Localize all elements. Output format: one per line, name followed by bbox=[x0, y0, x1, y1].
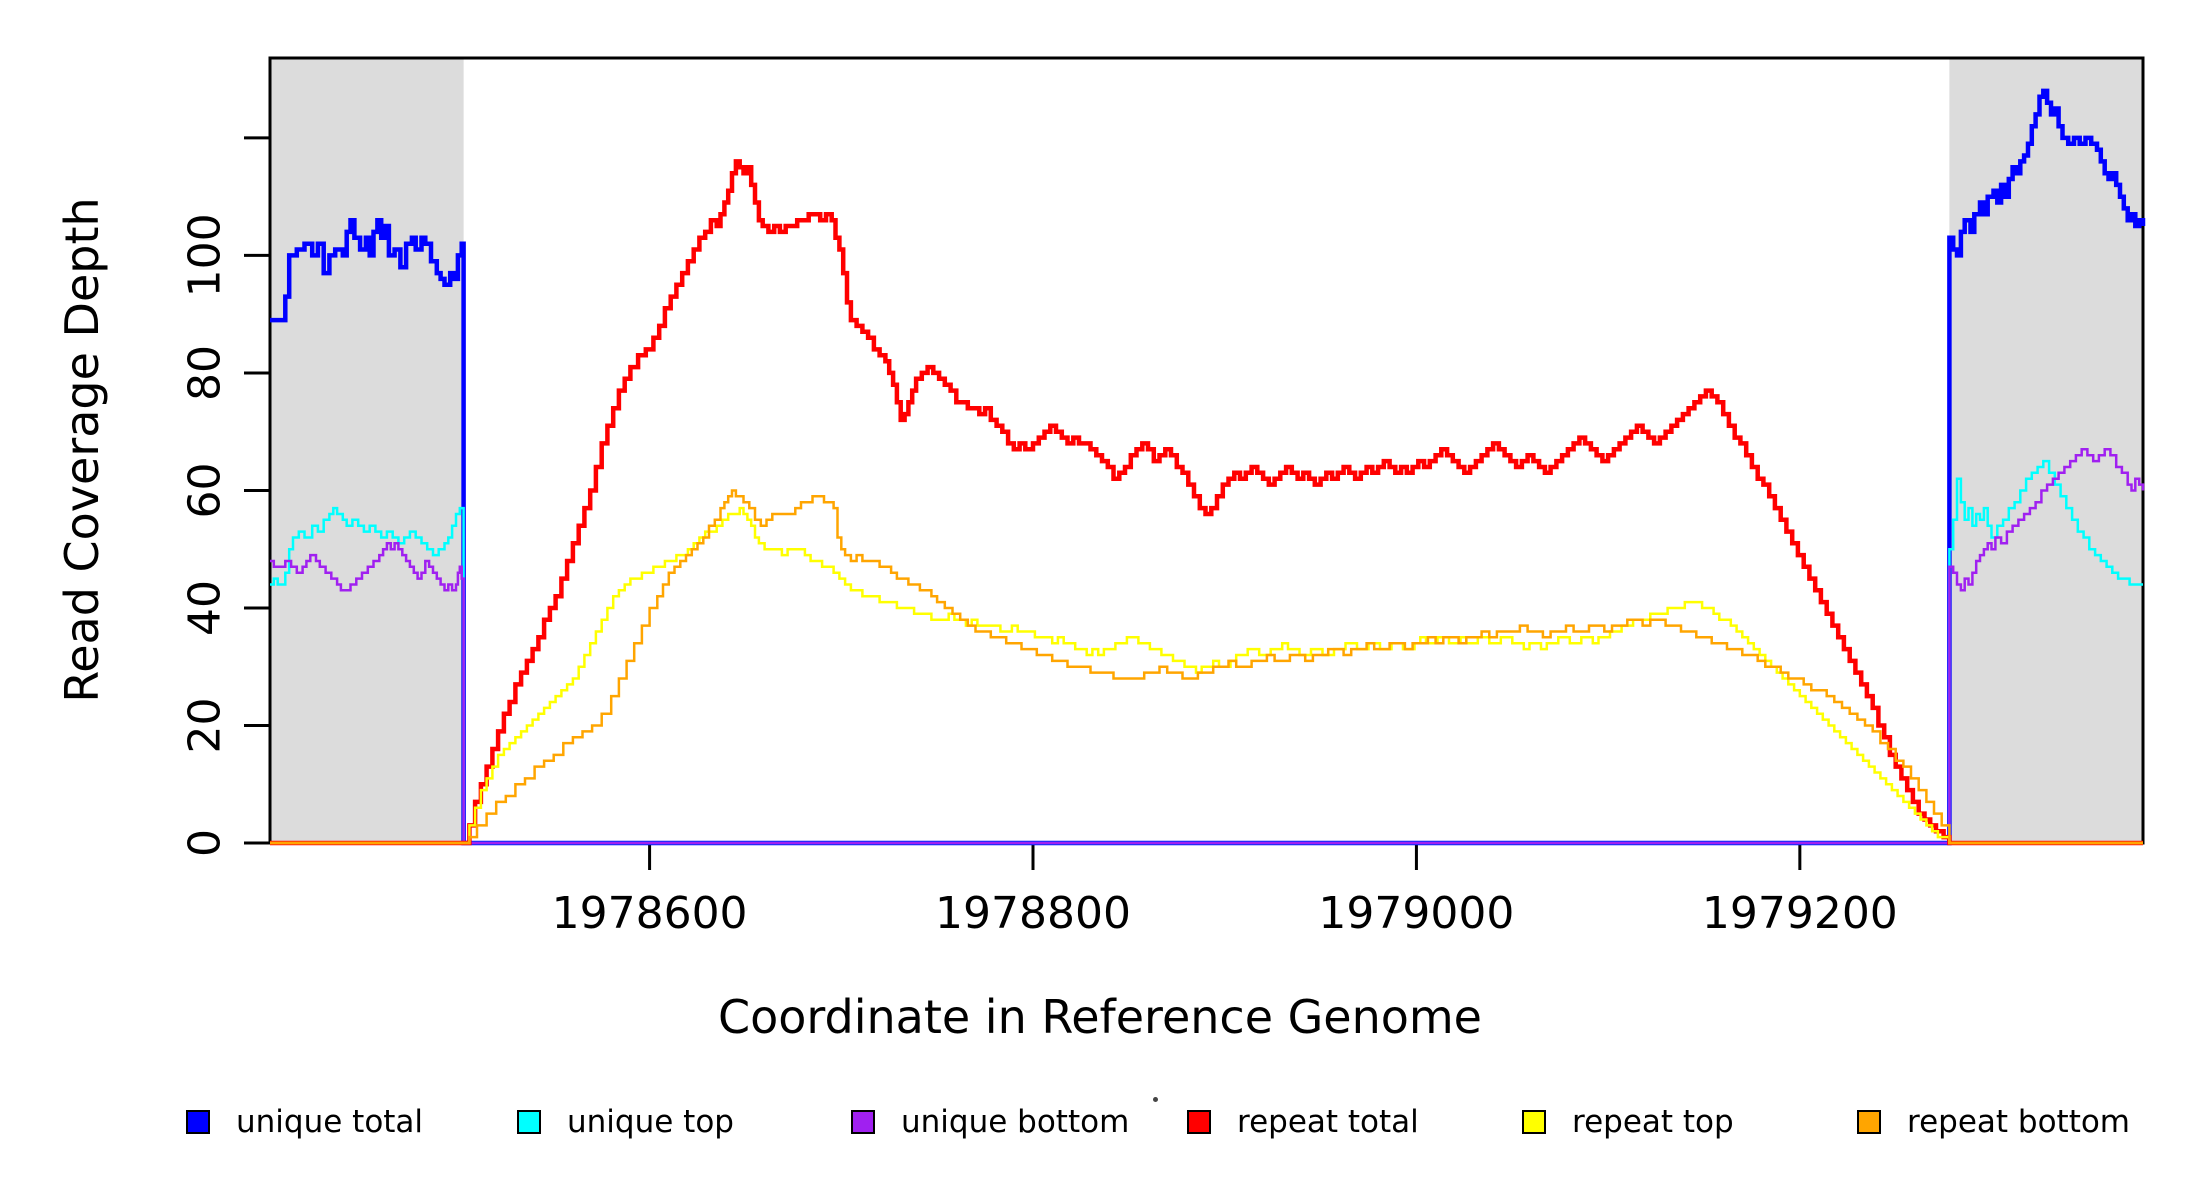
legend-label: repeat top bbox=[1572, 1104, 1734, 1140]
series-repeat-top bbox=[270, 506, 2143, 845]
legend-swatch-repeat-total bbox=[1187, 1110, 1211, 1134]
legend-label: unique bottom bbox=[901, 1104, 1130, 1140]
series-unique-top bbox=[270, 459, 2143, 845]
legend-label: unique top bbox=[567, 1104, 734, 1140]
y-tick-label: 20 bbox=[180, 697, 231, 753]
legend-swatch-unique-bottom bbox=[851, 1110, 875, 1134]
x-tick-label: 1979000 bbox=[1318, 888, 1514, 939]
shaded-region-left bbox=[270, 58, 464, 843]
legend-swatch-repeat-top bbox=[1522, 1110, 1546, 1134]
legend-swatch-unique-total bbox=[186, 1110, 210, 1134]
legend-label: repeat bottom bbox=[1907, 1104, 2131, 1140]
x-tick-label: 1978800 bbox=[935, 888, 1131, 939]
legend: unique total unique top unique bottom repea… bbox=[0, 1096, 2200, 1148]
legend-item-repeat-total: repeat total bbox=[1187, 1096, 1419, 1148]
x-tick-label: 1979200 bbox=[1702, 888, 1898, 939]
y-axis-title: Read Coverage Depth bbox=[55, 197, 109, 703]
y-tick-label: 40 bbox=[180, 580, 231, 636]
y-tick-label: 80 bbox=[180, 345, 231, 401]
series-repeat-total bbox=[270, 159, 2143, 846]
y-tick-label: 0 bbox=[180, 829, 231, 857]
x-tick-label: 1978600 bbox=[552, 888, 748, 939]
legend-label: unique total bbox=[236, 1104, 424, 1140]
legend-item-unique-bottom: unique bottom bbox=[851, 1096, 1129, 1148]
x-axis-title: Coordinate in Reference Genome bbox=[718, 990, 1482, 1044]
legend-item-repeat-bottom: repeat bottom bbox=[1857, 1096, 2130, 1148]
legend-item-unique-total: unique total bbox=[186, 1096, 423, 1148]
series-unique-bottom bbox=[270, 448, 2145, 845]
series-unique-total bbox=[270, 88, 2146, 846]
y-tick-label: 100 bbox=[180, 213, 231, 297]
legend-swatch-repeat-bottom bbox=[1857, 1110, 1881, 1134]
legend-artifact-dot bbox=[1153, 1097, 1158, 1102]
series-repeat-bottom bbox=[270, 489, 2143, 845]
y-tick-label: 60 bbox=[180, 462, 231, 518]
legend-swatch-unique-top bbox=[517, 1110, 541, 1134]
plot-box bbox=[268, 56, 2145, 845]
legend-item-repeat-top: repeat top bbox=[1522, 1096, 1734, 1148]
legend-label: repeat total bbox=[1237, 1104, 1419, 1140]
legend-item-unique-top: unique top bbox=[517, 1096, 734, 1148]
